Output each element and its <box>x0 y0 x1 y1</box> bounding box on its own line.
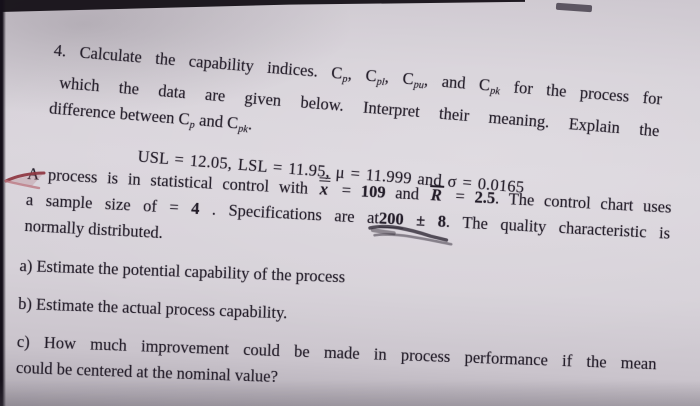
text-run: , C <box>347 64 378 86</box>
cpu-subscript: pu <box>413 79 425 92</box>
text-run: = <box>331 179 362 201</box>
x-double-bar: x <box>318 177 331 199</box>
text-run: = <box>445 185 476 207</box>
rbar-value: 2.5 <box>474 187 496 208</box>
text-run: normally distributed. <box>24 215 164 243</box>
cpk-subscript: pk <box>237 123 249 136</box>
text-run: . Specifications are at <box>198 199 380 228</box>
text-run: and <box>385 182 430 205</box>
photo-left-edge-shadow <box>0 0 6 406</box>
text-run: , and C <box>423 70 491 95</box>
red-arrow-annotation <box>4 171 46 190</box>
r-bar: R <box>429 185 445 205</box>
text-run: could be centered at the nominal value? <box>15 357 279 387</box>
xbar-value: 109 <box>360 181 387 202</box>
questions-list: a) Estimate the potential capability of … <box>16 253 660 403</box>
photo-bottom-shadow <box>0 380 700 406</box>
text-run: b) Estimate the actual process capabilit… <box>17 293 288 323</box>
cpk-subscript: pk <box>489 85 501 98</box>
text-run: , C <box>384 67 415 89</box>
pencil-underline-annotation <box>368 224 453 246</box>
text-run: . <box>247 114 254 134</box>
process-control-paragraph: A process is in statistical control with… <box>24 161 672 273</box>
text-run: and C <box>194 110 239 133</box>
